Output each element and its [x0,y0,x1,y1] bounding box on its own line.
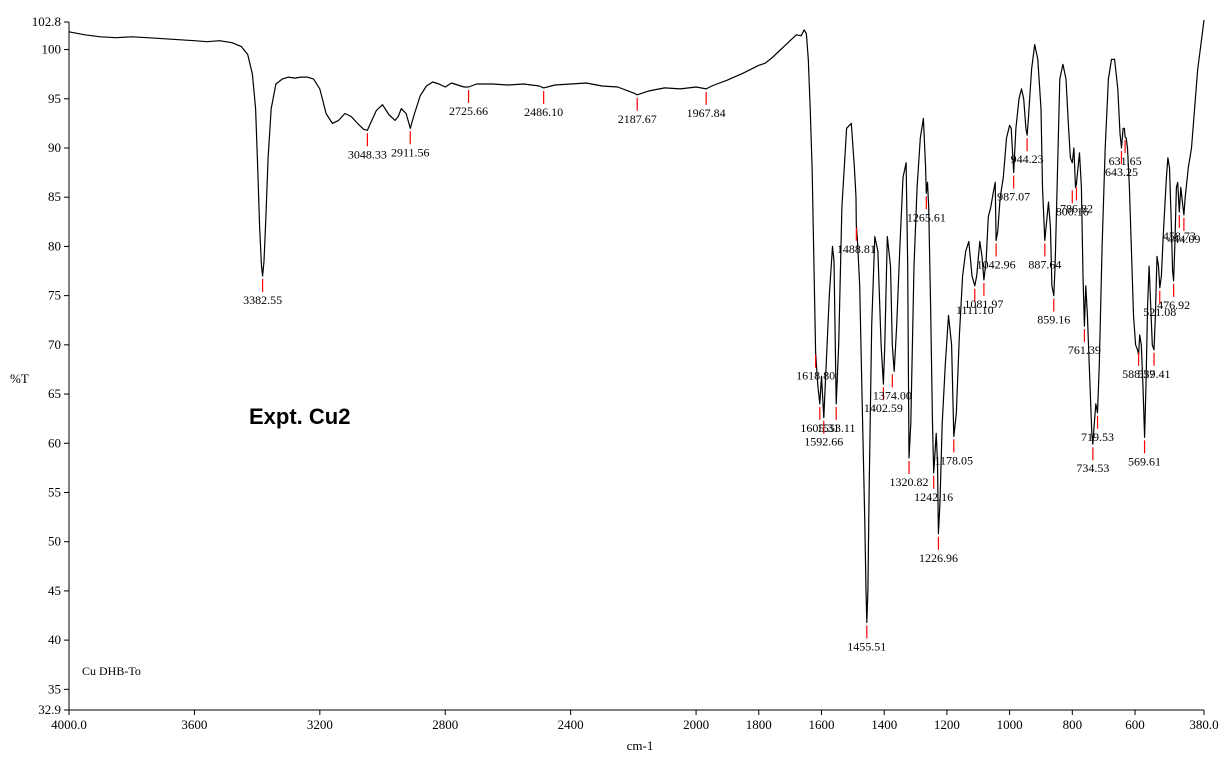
x-tick-label: 2400 [558,717,584,732]
y-tick-label: 95 [48,91,61,106]
peak-label: 2725.66 [449,104,488,118]
axes: 32.9 35 40 45 50 55 60 65 70 75 80 85 90 95 100 102.8 40… [32,14,1219,732]
peak-label: 521.08 [1143,305,1176,319]
peak-label: 2187.67 [618,112,657,126]
peak-label: 1592.66 [804,435,843,449]
peak-label: 569.61 [1128,454,1161,468]
x-tick-label: 1600 [808,717,834,732]
peak-label: 458.73 [1163,229,1196,243]
x-axis-title: cm-1 [627,738,654,753]
peak-label: 1488.81 [837,242,876,256]
peak-label: 944.23 [1011,152,1044,166]
y-tick-label: 65 [48,386,61,401]
peak-label: 3382.55 [243,293,282,307]
y-tick-label: 50 [48,534,61,549]
peak-label: 734.53 [1076,461,1109,475]
y-tick-label: 35 [48,681,61,696]
peak-label: 1553.11 [817,421,856,435]
x-tick-label: 800 [1063,717,1083,732]
y-tick-label: 40 [48,632,61,647]
x-tick-label: 600 [1125,717,1145,732]
y-tick-label: 80 [48,238,61,253]
peak-label: 2486.10 [524,105,563,119]
y-tick-label: 45 [48,583,61,598]
peak-label: 631.65 [1109,154,1142,168]
y-tick-label: 100 [42,42,62,57]
peak-label: 887.64 [1028,258,1061,272]
peak-label: 1226.96 [919,551,958,565]
peak-label: 1042.96 [977,258,1016,272]
peak-label: 539.41 [1138,367,1171,381]
peak-label: 1242.16 [914,490,953,504]
y-tick-label: 102.8 [32,14,61,29]
y-tick-label: 85 [48,189,61,204]
peak-label: 1265.61 [907,210,946,224]
peak-label: 2911.56 [391,145,430,159]
peak-label: 643.25 [1105,165,1138,179]
spectrum-line [68,19,1205,623]
peak-label: 1178.05 [935,453,974,467]
peak-label: 761.39 [1068,343,1101,357]
x-tick-label: 4000.0 [51,717,87,732]
peak-label: 1320.82 [890,475,929,489]
x-tick-label: 380.0 [1189,717,1218,732]
sample-annotation: Expt. Cu2 [249,404,350,429]
x-tick-label: 3600 [181,717,207,732]
peak-label: 444.09 [1167,232,1200,246]
peak-label: 859.16 [1037,313,1070,327]
peak-label: 1374.00 [873,388,912,402]
peak-label: 1402.59 [864,401,903,415]
peak-label: 987.07 [997,190,1030,204]
x-tick-label: 2000 [683,717,709,732]
y-tick-label: 32.9 [38,702,61,717]
x-tick-label: 3200 [307,717,333,732]
peak-label: 1081.97 [964,297,1003,311]
x-tick-label: 1000 [997,717,1023,732]
sample-name-label: Cu DHB-To [82,664,141,678]
y-tick-label: 55 [48,484,61,499]
x-tick-label: 2800 [432,717,458,732]
x-tick-label: 1400 [871,717,897,732]
peak-markers: 3382.55 3048.33 2911.56 2725.66 2486.10 2187.… [243,89,1200,653]
peak-label: 1618.80 [796,369,835,383]
y-tick-label: 75 [48,288,61,303]
y-axis-title: %T [10,371,29,386]
peak-label: 1455.51 [847,639,886,653]
x-tick-label: 1800 [746,717,772,732]
y-tick-label: 60 [48,435,61,450]
series-group [68,19,1205,623]
peak-label: 1111.10 [956,303,994,317]
peak-label: 786.82 [1060,201,1093,215]
peak-label: 800.16 [1056,204,1089,218]
peak-label: 1605.31 [800,421,839,435]
y-tick-label: 90 [48,140,61,155]
peak-label: 3048.33 [348,147,387,161]
y-tick-label: 70 [48,337,61,352]
x-tick-label: 1200 [934,717,960,732]
peak-label: 1967.84 [687,106,726,120]
peak-label: 719.53 [1081,430,1114,444]
peak-label: 588.57 [1122,367,1155,381]
peak-label: 476.92 [1157,298,1190,312]
